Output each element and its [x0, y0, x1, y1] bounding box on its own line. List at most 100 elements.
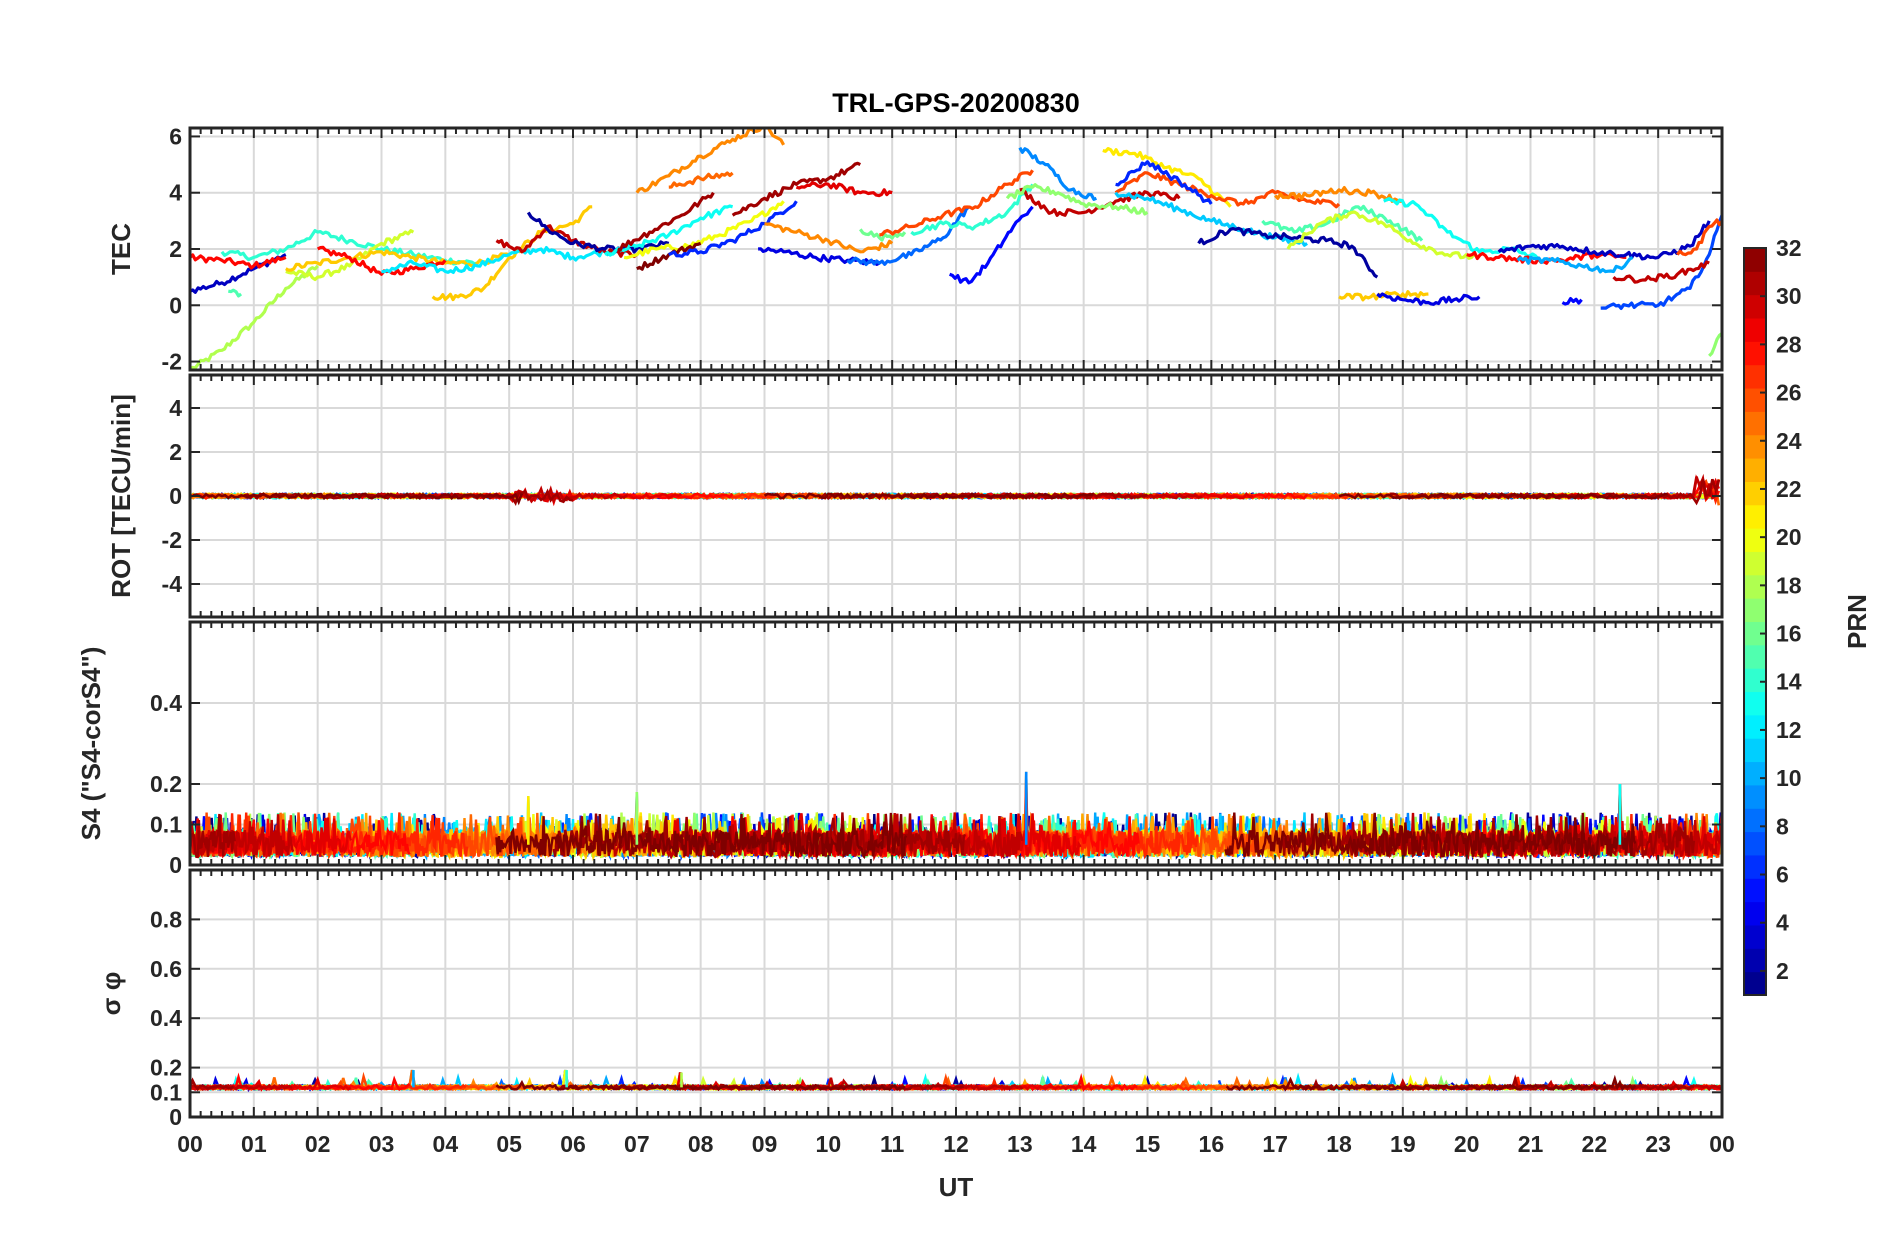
tec-trace-prn-6	[1115, 160, 1213, 205]
tec-trace-prn-20	[623, 200, 785, 260]
tec-trace-prn-30	[1612, 260, 1710, 284]
colorbar-segment	[1744, 691, 1766, 716]
y-tick-label: -4	[162, 571, 183, 597]
x-tick-label: 19	[1390, 1131, 1416, 1157]
panel-rot: -4 -2 0 2 4 ROT [TECU/min]	[106, 373, 1724, 619]
colorbar-segment	[1744, 294, 1766, 319]
x-tick-label: 01	[241, 1131, 267, 1157]
x-axis: 00 01 02 03 04 05 06 07 08 09 10 11 12 13 14 15 16 17 18 19…	[177, 1131, 1735, 1157]
tec-trace-prn-22	[285, 249, 510, 272]
tec-trace-prn-4	[1376, 292, 1481, 306]
tec-trace-prn-26	[1676, 218, 1722, 257]
tec-trace-prn-2	[1197, 226, 1379, 279]
y-axis-label-rot: ROT [TECU/min]	[106, 394, 136, 598]
tec-trace-prn-29	[795, 181, 893, 198]
s4-trace-prn-32	[495, 812, 1637, 860]
x-tick-label: 22	[1582, 1131, 1608, 1157]
x-tick-label: 13	[1007, 1131, 1033, 1157]
tec-trace-prn-12	[381, 245, 638, 274]
y-tick-label: 0.6	[150, 956, 182, 982]
x-axis-label: UT	[939, 1172, 974, 1202]
y-tick-label: 2	[169, 236, 182, 262]
colorbar-tick-label: 32	[1776, 235, 1802, 261]
x-tick-label: 23	[1645, 1131, 1671, 1157]
colorbar-segment	[1744, 808, 1766, 833]
colorbar-segment	[1744, 854, 1766, 879]
colorbar-segment	[1744, 878, 1766, 903]
x-tick-label: 16	[1199, 1131, 1225, 1157]
colorbar-segment	[1744, 434, 1766, 459]
tec-trace-prn-28	[1466, 251, 1627, 265]
tec-trace-prn-22	[431, 205, 593, 302]
x-tick-label: 20	[1454, 1131, 1480, 1157]
x-tick-label: 02	[305, 1131, 331, 1157]
y-tick-label: 0	[169, 483, 182, 509]
colorbar-tick-label: 6	[1776, 862, 1789, 888]
colorbar-tick-label: 12	[1776, 717, 1802, 743]
y-tick-label: 0.4	[150, 1005, 182, 1031]
colorbar-segment	[1744, 784, 1766, 809]
colorbar-tick-label: 16	[1776, 621, 1802, 647]
tec-trace-prn-8	[846, 205, 970, 267]
tec-trace-prn-18	[190, 264, 319, 370]
colorbar-segment	[1744, 714, 1766, 739]
x-tick-label: 21	[1518, 1131, 1544, 1157]
panel-s4: 0 0.1 0.2 0.4 S4 ("S4-corS4")	[76, 620, 1724, 878]
tec-trace-prn-24	[1274, 186, 1403, 203]
y-tick-label: 0	[169, 852, 182, 878]
x-tick-label: 05	[496, 1131, 522, 1157]
x-tick-label: 06	[560, 1131, 586, 1157]
colorbar-segment	[1744, 341, 1766, 366]
tec-trace-prn-31	[617, 191, 715, 252]
colorbar-segment	[1744, 504, 1766, 529]
colorbar-segment	[1744, 901, 1766, 926]
colorbar-tick-label: 14	[1776, 669, 1802, 695]
colorbar-segment	[1744, 738, 1766, 763]
colorbar-segment	[1744, 621, 1766, 646]
data-traces	[190, 128, 1722, 370]
tec-trace-prn-32	[636, 241, 702, 271]
x-tick-label: 00	[1709, 1131, 1735, 1157]
tec-trace-prn-19	[285, 229, 415, 282]
rot-trace-prn-32	[193, 492, 1668, 506]
colorbar-tick-label: 18	[1776, 572, 1802, 598]
colorbar-segment	[1744, 644, 1766, 669]
colorbar-segment	[1744, 364, 1766, 389]
colorbar-segment	[1744, 831, 1766, 856]
y-tick-label: 0	[169, 292, 182, 318]
x-tick-label: 09	[752, 1131, 778, 1157]
colorbar-segment	[1744, 388, 1766, 412]
colorbar-segment	[1744, 574, 1766, 599]
y-tick-label: 0	[169, 1104, 182, 1130]
x-tick-label: 03	[369, 1131, 395, 1157]
tec-trace-prn-6	[668, 200, 798, 258]
x-tick-label: 14	[1071, 1131, 1097, 1157]
y-tick-label: 0.2	[150, 771, 182, 797]
x-tick-label: 04	[433, 1131, 459, 1157]
tec-trace-prn-5	[949, 205, 1034, 285]
x-tick-label: 11	[880, 1131, 905, 1157]
y-axis-label-sigma-phi: σ φ	[96, 972, 126, 1016]
tec-trace-prn-26	[879, 169, 1034, 237]
colorbar-tick-label: 2	[1776, 958, 1789, 984]
colorbar-segment	[1744, 948, 1766, 973]
x-tick-label: 00	[177, 1131, 203, 1157]
tec-trace-prn-25	[668, 171, 734, 189]
tec-trace-prn-21	[1102, 147, 1232, 208]
data-traces	[190, 1069, 1722, 1093]
tec-trace-prn-28	[316, 245, 447, 276]
x-tick-label: 10	[816, 1131, 842, 1157]
colorbar-segment	[1744, 271, 1766, 296]
x-tick-label: 12	[943, 1131, 969, 1157]
tec-trace-prn-28	[190, 253, 287, 270]
colorbar-tick-label: 8	[1776, 813, 1789, 839]
data-traces	[190, 473, 1719, 507]
colorbar-segment	[1744, 481, 1766, 506]
colorbar-tick-label: 22	[1776, 476, 1802, 502]
panel-sigma-phi: 00.10.2 0.4 0.6 0.8 σ φ	[96, 868, 1724, 1130]
sigma-phi-trace-prn-32	[495, 1074, 1637, 1092]
tec-trace-prn-16	[859, 228, 907, 242]
